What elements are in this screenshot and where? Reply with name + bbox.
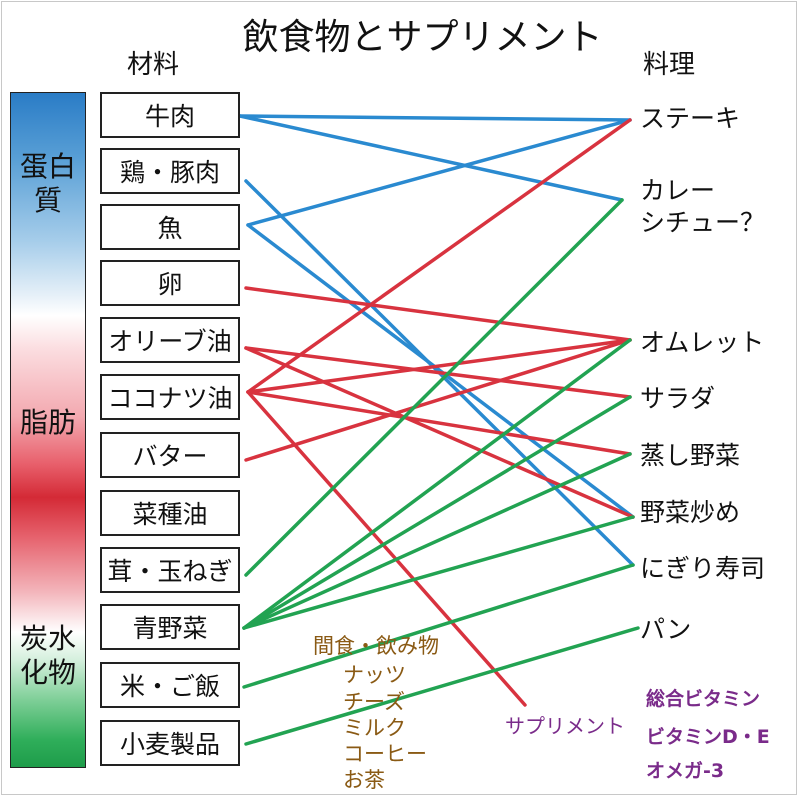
supplement-item: ビタミンD・E xyxy=(646,726,770,748)
connection-line xyxy=(242,395,632,630)
dish-label: カレー シチュー？ xyxy=(640,176,766,237)
ingredient-box: 菜種油 xyxy=(100,490,240,536)
connection-line xyxy=(242,563,635,689)
supplement-item: 総合ビタミン xyxy=(646,688,761,710)
connection-line xyxy=(244,286,632,342)
snack-item: ナッツ xyxy=(343,663,406,687)
ingredient-box: バター xyxy=(100,432,240,478)
snacks-label: 間食・飲み物 xyxy=(313,634,439,658)
ingredient-box: 卵 xyxy=(100,260,240,306)
ingredient-box: 小麦製品 xyxy=(100,720,240,766)
ingredients-header: 材料 xyxy=(127,50,180,80)
connection-line xyxy=(244,626,640,746)
snack-item: ミルク xyxy=(343,716,406,740)
ingredient-box: 魚 xyxy=(100,204,240,250)
snack-item: チーズ xyxy=(343,690,405,714)
dish-label: サラダ xyxy=(640,384,716,413)
connection-line xyxy=(242,452,632,630)
dish-label: ステーキ xyxy=(640,104,741,133)
connection-line xyxy=(244,346,635,519)
ingredient-box: 茸・玉ねぎ xyxy=(100,547,240,593)
snack-item: お茶 xyxy=(343,768,385,792)
dish-label: パン xyxy=(640,615,692,644)
snack-item: コーヒー xyxy=(343,742,427,766)
connection-line xyxy=(246,118,632,394)
dishes-header: 料理 xyxy=(643,50,696,80)
supplement-item: オメガ-3 xyxy=(646,760,725,782)
nutrient-gradient-bar xyxy=(10,92,86,768)
diagram-title: 飲食物とサプリメント xyxy=(242,17,603,58)
connection-line xyxy=(246,390,632,456)
connection-line xyxy=(244,198,624,577)
ingredient-box: 鶏・豚肉 xyxy=(100,148,240,194)
ingredient-box: ココナツ油 xyxy=(100,374,240,420)
connection-line xyxy=(246,338,632,394)
fat-label: 脂肪 xyxy=(19,406,76,439)
dish-label: にぎり寿司 xyxy=(640,554,766,583)
connection-line xyxy=(242,515,635,630)
connection-line xyxy=(244,338,632,462)
carbohydrate-label: 炭水化物 xyxy=(19,622,76,689)
connection-line xyxy=(246,118,632,227)
dish-label: 野菜炒め xyxy=(640,498,741,527)
connection-line xyxy=(246,223,635,519)
ingredient-box: 牛肉 xyxy=(100,92,240,138)
connection-line xyxy=(238,114,624,202)
dish-label: オムレット xyxy=(640,328,765,357)
protein-label: 蛋白質 xyxy=(19,150,76,217)
ingredient-box: 米・ご飯 xyxy=(100,662,240,708)
supplements-label: サプリメント xyxy=(505,714,625,738)
ingredient-box: オリーブ油 xyxy=(100,317,240,363)
connection-line xyxy=(238,114,632,122)
dish-label: 蒸し野菜 xyxy=(640,441,741,470)
ingredient-box: 青野菜 xyxy=(100,604,240,650)
connection-line xyxy=(242,338,632,630)
